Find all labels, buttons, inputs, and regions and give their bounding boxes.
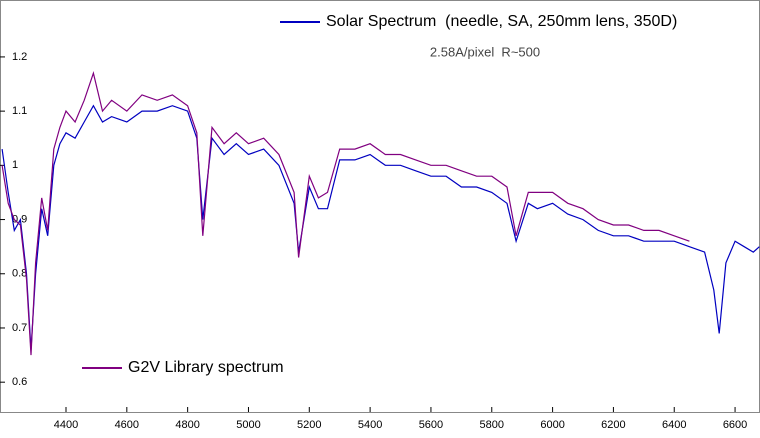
x-tick-label: 5000	[236, 419, 260, 431]
x-tick-label: 4600	[115, 419, 139, 431]
x-tick-label: 4400	[54, 419, 78, 431]
x-tick-label: 5200	[297, 419, 321, 431]
y-tick-label: 0.7	[12, 322, 27, 334]
y-tick-label: 1.2	[12, 51, 27, 63]
x-tick-label: 6000	[540, 419, 564, 431]
y-tick-label: 1	[12, 159, 18, 171]
x-tick-label: 4800	[175, 419, 199, 431]
x-tick-label: 6200	[601, 419, 625, 431]
x-tick-label: 6600	[723, 419, 747, 431]
x-tick-label: 5400	[358, 419, 382, 431]
series-line	[1, 104, 760, 350]
x-tick-label: 6400	[662, 419, 686, 431]
legend-label: Solar Spectrum (needle, SA, 250mm lens, …	[326, 13, 677, 30]
legend-label: G2V Library spectrum	[128, 359, 284, 376]
x-tick-label: 5600	[419, 419, 443, 431]
chart-subtitle: 2.58A/pixel R~500	[430, 44, 540, 59]
series-line	[1, 71, 690, 356]
plot-frame	[0, 0, 760, 413]
y-tick-label: 0.6	[12, 376, 27, 388]
y-tick-label: 0.9	[12, 213, 27, 225]
y-tick-label: 0.8	[12, 268, 27, 280]
x-tick-label: 5800	[480, 419, 504, 431]
y-tick-label: 1.1	[12, 105, 27, 117]
